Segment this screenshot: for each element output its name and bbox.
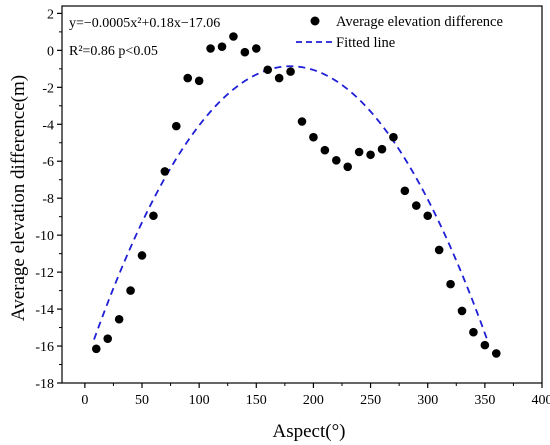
x-tick-label: 300 [417,393,438,408]
data-point [137,251,147,260]
plot-border [61,5,543,384]
y-tick-label: -2 [42,81,54,96]
data-point [343,162,353,172]
x-axis: 0 50 100 150 200 250 300 350 400 [81,383,550,408]
data-point [114,314,124,324]
y-tick-label: -12 [35,266,54,281]
legend-label-points: Average elevation difference [336,14,503,30]
data-point [217,42,227,51]
data-point [423,211,433,221]
data-point [411,201,421,210]
data-point [251,44,261,53]
data-point [297,117,307,126]
data-point [126,286,135,295]
y-tick-label: 0 [47,44,54,59]
data-point [354,147,364,157]
data-point [434,245,444,255]
data-point [400,186,410,196]
y-tick-label: -8 [42,192,54,207]
data-point [194,76,204,86]
y-tick-label: -4 [42,118,54,133]
x-tick-label: 150 [246,393,267,408]
x-tick-label: 400 [532,393,550,408]
data-points-layer [91,32,501,358]
x-axis-title: Aspect(°) [272,421,345,442]
x-tick-label: 200 [303,393,324,408]
data-point [274,73,284,83]
x-tick-label: 0 [81,393,88,408]
r-squared-annotation: R²=0.86 p<0.05 [69,44,158,59]
legend-label-fit: Fitted line [336,35,395,51]
y-tick-label: -6 [42,155,54,170]
data-point [91,344,101,354]
fitted-line-layer [93,65,490,344]
data-point [457,306,467,316]
data-point [491,349,501,358]
x-tick-label: 350 [474,393,495,408]
x-tick-label: 250 [360,393,381,408]
y-tick-label: -10 [35,229,54,244]
data-point [331,156,341,165]
data-point [103,334,113,343]
y-axis-title: Average elevation difference(m) [8,75,29,321]
equation-annotation: y=−0.0005x²+0.18x−17.06 [69,16,220,31]
data-point [183,73,193,83]
data-point [309,132,318,142]
data-point [389,132,398,142]
data-point [240,47,250,57]
x-tick-label: 50 [135,393,149,408]
data-point [320,145,330,155]
y-tick-label: -16 [35,340,54,355]
data-point [366,150,375,160]
data-point [149,211,158,221]
x-tick-label: 100 [189,393,210,408]
legend-marker-dot [310,16,320,26]
data-point [171,121,181,131]
data-point [377,144,387,154]
data-point [469,327,478,337]
y-axis: -18 -16 -14 -12 -10 -8 -6 -4 -2 0 2 [35,7,62,392]
y-tick-label: 2 [47,7,54,22]
data-point [229,32,238,41]
data-point [206,44,215,53]
data-point [446,279,455,289]
plot-frame [61,5,543,384]
data-point [160,167,170,176]
data-point [263,65,273,75]
legend: Average elevation difference Fitted line [296,14,503,51]
fitted-line [93,65,490,344]
y-tick-label: -14 [35,303,54,318]
data-point [286,67,295,76]
y-tick-label: -18 [35,377,54,392]
data-point [480,340,490,350]
